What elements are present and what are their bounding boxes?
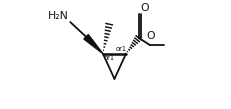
Text: or1: or1 bbox=[116, 46, 127, 52]
Text: O: O bbox=[146, 31, 155, 41]
Text: or1: or1 bbox=[104, 55, 115, 61]
Text: O: O bbox=[141, 3, 149, 13]
Polygon shape bbox=[84, 35, 103, 54]
Text: H₂N: H₂N bbox=[48, 11, 69, 21]
